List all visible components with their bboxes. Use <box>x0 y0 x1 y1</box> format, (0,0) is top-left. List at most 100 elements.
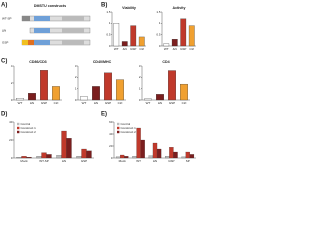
bar <box>76 156 82 159</box>
panel-label: D) <box>1 112 7 118</box>
y-tick-label: 1.5 <box>156 10 161 14</box>
y-tick-label: 0 <box>139 98 141 102</box>
x-tick-label: GSP <box>105 101 111 105</box>
bar <box>156 94 164 101</box>
x-tick-label: Ctrl <box>182 101 187 105</box>
x-tick-label: ΔN <box>173 47 177 51</box>
y-tick-label: 1 <box>109 21 111 25</box>
bar <box>156 148 162 159</box>
y-tick-label: 3 <box>139 64 141 68</box>
construct-label: WT-SP <box>2 16 12 20</box>
bar <box>185 151 190 159</box>
y-tick-label: 60 <box>109 120 113 124</box>
bar <box>26 157 32 159</box>
x-tick-label: WT <box>114 47 119 51</box>
x-tick-label: ΔN <box>153 159 157 163</box>
x-tick-label: Mock <box>119 159 127 163</box>
bar <box>81 148 87 159</box>
x-tick-label: WT-SP <box>39 159 49 163</box>
bar <box>16 157 22 159</box>
y-tick-label: 0.5 <box>156 32 161 36</box>
x-tick-label: WT <box>136 159 141 163</box>
bar <box>132 156 137 159</box>
bar <box>138 36 145 47</box>
legend-swatch <box>17 122 20 126</box>
legend-swatch <box>17 130 20 134</box>
bar <box>120 154 125 159</box>
chart-title: CD40/MHC <box>93 60 112 64</box>
bar <box>124 156 129 159</box>
y-tick-label: 40 <box>9 120 13 124</box>
x-tick-label: WT <box>146 101 151 105</box>
bar <box>180 18 187 47</box>
constructs-title: DMSTU constructs <box>34 4 66 8</box>
bar <box>188 25 195 47</box>
x-tick-label: GSP <box>81 159 87 163</box>
x-tick-label: WT <box>164 47 169 51</box>
y-tick-label: 0 <box>75 98 77 102</box>
bar <box>56 155 62 159</box>
y-tick-label: 2 <box>139 75 141 79</box>
x-tick-label: ΔN <box>62 159 66 163</box>
bar <box>180 83 188 101</box>
y-tick-label: 4 <box>11 64 13 68</box>
y-tick-label: 0 <box>109 44 111 48</box>
y-tick-label: 3 <box>75 64 77 68</box>
bar <box>115 156 121 159</box>
bar <box>169 147 174 159</box>
x-tick-label: WT <box>82 101 87 105</box>
legend-label: Control <box>21 122 31 126</box>
bar <box>21 156 27 159</box>
x-tick-label: Ctrl <box>189 47 194 51</box>
bar <box>36 156 42 159</box>
bar <box>144 98 152 101</box>
bar <box>92 86 100 101</box>
bar <box>181 156 186 159</box>
y-tick-label: 0.5 <box>106 32 111 36</box>
x-tick-label: Ctrl <box>139 47 144 51</box>
y-tick-label: 1 <box>139 86 141 90</box>
legend-label: Construct 1 <box>121 126 137 130</box>
chart-title: Viability <box>122 6 136 10</box>
bar <box>46 154 52 159</box>
construct-diagram <box>21 15 91 46</box>
bar <box>168 70 176 101</box>
panel-label: E) <box>101 112 107 118</box>
bar <box>104 72 112 101</box>
chart-title: Activity <box>173 6 186 10</box>
x-tick-label: SP <box>186 159 190 163</box>
bar <box>113 23 120 47</box>
bar <box>80 96 88 101</box>
x-tick-label: GSP <box>180 47 186 51</box>
x-tick-label: ΔN <box>123 47 127 51</box>
bar <box>121 41 128 47</box>
bar <box>52 86 60 101</box>
y-tick-label: 20 <box>9 138 13 142</box>
x-tick-label: GSP <box>41 101 47 105</box>
x-tick-label: GSP <box>130 47 136 51</box>
legend-label: Construct 2 <box>21 130 37 134</box>
bar <box>28 93 36 101</box>
x-tick-label: Ctrl <box>54 101 59 105</box>
bar <box>171 39 178 47</box>
bar <box>165 156 170 159</box>
y-tick-label: 1 <box>75 86 77 90</box>
y-tick-label: 0 <box>11 98 13 102</box>
bar <box>152 142 158 159</box>
bar <box>136 127 141 159</box>
y-tick-label: 2 <box>75 75 77 79</box>
x-tick-label: Mock <box>20 159 28 163</box>
legend-swatch <box>117 130 120 134</box>
x-tick-label: ΔN <box>30 101 34 105</box>
bar <box>61 130 67 159</box>
y-tick-label: 0 <box>159 44 161 48</box>
y-tick-label: 20 <box>109 144 113 148</box>
y-tick-label: 40 <box>109 132 113 136</box>
x-tick-label: GSP <box>168 159 174 163</box>
legend-label: Control <box>121 122 131 126</box>
legend-swatch <box>17 126 20 130</box>
panel-label: C) <box>1 59 7 65</box>
bar <box>140 139 145 159</box>
x-tick-label: GSP <box>169 101 175 105</box>
y-tick-label: 1.5 <box>106 10 111 14</box>
